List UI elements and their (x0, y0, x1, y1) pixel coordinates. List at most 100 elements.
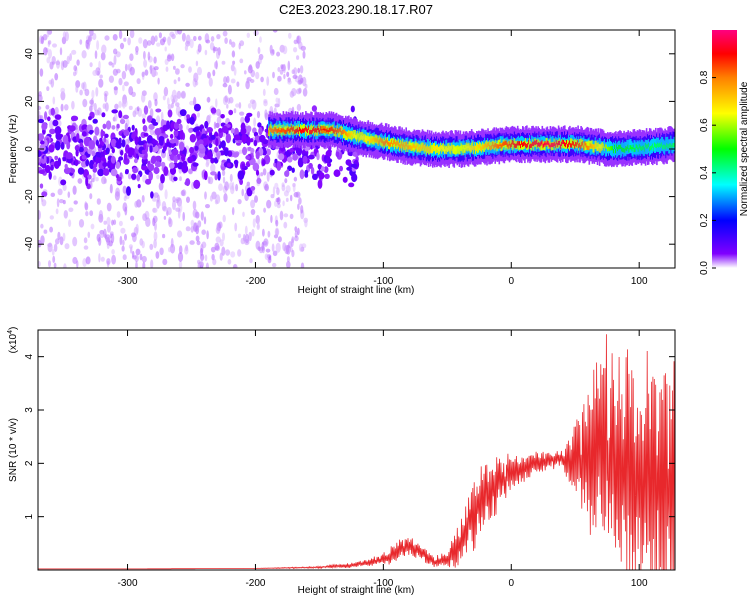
band-blob (342, 176, 348, 183)
band-blob (194, 145, 199, 151)
ridge-cell (308, 125, 310, 130)
noise-blob (62, 232, 66, 242)
noise-blob (218, 183, 223, 191)
ridge-cell (271, 128, 273, 133)
ridge-cell (629, 145, 632, 150)
noise-blob (210, 163, 216, 173)
ridge-cell (633, 140, 636, 155)
snr-scale-close: ) (8, 327, 19, 330)
noise-blob (98, 210, 103, 220)
ridge-cell (307, 128, 309, 133)
noise-blob (229, 39, 232, 45)
noise-blob (304, 219, 308, 228)
band-blob (137, 184, 141, 189)
ridge-cell (609, 139, 611, 154)
ridge-cell (542, 144, 545, 149)
band-blob (43, 155, 47, 164)
ridge-cell (618, 145, 620, 150)
band-blob (121, 139, 126, 148)
noise-blob (235, 103, 240, 108)
noise-blob (123, 81, 129, 87)
x-tick-label: -100 (373, 276, 393, 287)
ridge-cell (470, 147, 473, 152)
band-blob (292, 153, 298, 161)
noise-blob (189, 38, 194, 49)
ridge-cell (303, 128, 305, 133)
ridge-cell (466, 146, 469, 151)
ridge-cell (439, 147, 441, 152)
ridge-cell (445, 147, 447, 152)
noise-blob (231, 207, 235, 216)
noise-blob (267, 230, 271, 238)
ridge-cell (544, 142, 547, 151)
noise-blob (262, 228, 265, 237)
noise-blob (139, 253, 143, 261)
ridge-cell (328, 127, 331, 133)
noise-blob (247, 103, 252, 109)
noise-blob (293, 67, 298, 76)
ridge-cell (454, 147, 457, 152)
band-blob (256, 177, 262, 184)
noise-blob (142, 213, 148, 222)
ridge-cell (562, 139, 565, 145)
noise-blob (283, 63, 286, 74)
noise-blob (287, 79, 292, 85)
ridge-cell (653, 137, 655, 152)
y-tick-label: -40 (24, 237, 35, 252)
ridge-cell (453, 145, 456, 154)
band-blob (210, 157, 215, 164)
ridge-cell (404, 145, 406, 150)
band-blob (111, 147, 116, 154)
band-blob (241, 163, 246, 169)
ridge-cell (657, 142, 659, 147)
ridge-cell (548, 142, 551, 147)
ridge-cell (498, 139, 501, 149)
noise-blob (143, 50, 146, 60)
ridge-cell (309, 130, 311, 135)
ridge-cell (291, 127, 294, 132)
noise-blob (52, 43, 57, 48)
x-tick-label: -100 (373, 578, 393, 589)
noise-blob (291, 249, 295, 258)
noise-blob (67, 191, 71, 198)
ridge-cell (438, 147, 440, 152)
band-blob (38, 169, 46, 174)
noise-blob (296, 88, 302, 95)
noise-blob (282, 242, 287, 252)
band-blob (225, 133, 231, 144)
noise-blob (283, 213, 289, 218)
ridge-cell (566, 140, 568, 149)
noise-blob (298, 243, 304, 252)
noise-blob (121, 70, 127, 80)
snr-scale-label: (x104) (7, 327, 19, 354)
noise-blob (204, 49, 208, 56)
band-blob (333, 169, 341, 177)
band-blob (189, 146, 195, 154)
ridge-cell (605, 144, 608, 149)
ridge-cell (581, 142, 583, 147)
noise-blob (143, 59, 148, 68)
noise-blob (200, 253, 205, 261)
noise-blob (279, 69, 284, 75)
snr-panel: -300 -200 -100 0 100 1 2 3 4 Height of straight … (7, 327, 676, 596)
noise-blob (302, 88, 308, 97)
noise-blob (136, 106, 140, 112)
band-blob (204, 120, 209, 129)
band-blob (245, 155, 251, 160)
noise-blob (215, 98, 218, 108)
noise-blob (48, 49, 52, 59)
noise-blob (192, 200, 197, 210)
band-blob (154, 161, 162, 168)
noise-blob (178, 260, 183, 268)
ridge-cell (447, 147, 449, 152)
band-blob (118, 110, 123, 119)
ridge-cell (658, 143, 660, 148)
noise-blob (118, 30, 123, 39)
ridge-cell (511, 142, 514, 151)
band-blob (173, 155, 178, 163)
ridge-cell (566, 140, 568, 145)
ridge-cell (311, 124, 313, 133)
band-blob (120, 149, 124, 156)
noise-blob (169, 31, 175, 37)
noise-blob (182, 211, 185, 222)
